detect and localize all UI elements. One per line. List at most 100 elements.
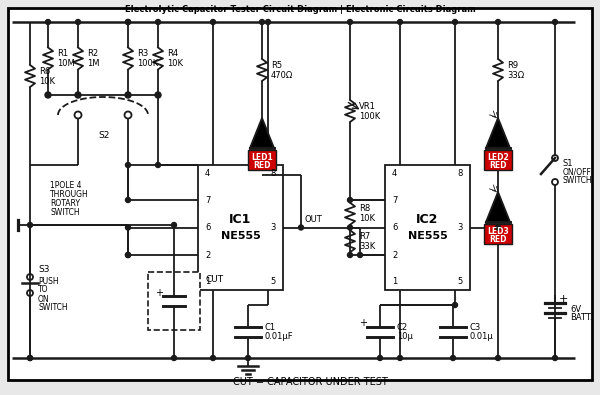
Circle shape bbox=[155, 162, 161, 167]
Text: LED1: LED1 bbox=[251, 152, 273, 162]
Text: OUT: OUT bbox=[305, 215, 323, 224]
Circle shape bbox=[553, 19, 557, 24]
Text: 10K: 10K bbox=[39, 77, 55, 85]
Circle shape bbox=[298, 225, 304, 230]
Text: CUT = CAPACITOR UNDER TEST: CUT = CAPACITOR UNDER TEST bbox=[233, 377, 388, 387]
Text: 1M: 1M bbox=[87, 59, 100, 68]
Text: THROUGH: THROUGH bbox=[50, 190, 89, 199]
Text: 8: 8 bbox=[271, 169, 276, 177]
Text: ON/OFF: ON/OFF bbox=[563, 167, 592, 177]
Text: 10μ: 10μ bbox=[397, 332, 413, 341]
Circle shape bbox=[45, 92, 51, 98]
Circle shape bbox=[496, 225, 500, 230]
Circle shape bbox=[451, 356, 455, 361]
Circle shape bbox=[28, 356, 32, 361]
Bar bbox=[248, 150, 276, 170]
Text: 10K: 10K bbox=[359, 214, 375, 223]
Text: C3: C3 bbox=[470, 323, 481, 332]
Circle shape bbox=[125, 252, 131, 258]
Polygon shape bbox=[486, 192, 510, 222]
Circle shape bbox=[452, 19, 457, 24]
Text: 3: 3 bbox=[458, 223, 463, 232]
Text: 1: 1 bbox=[392, 278, 397, 286]
Text: RED: RED bbox=[253, 160, 271, 169]
Text: 10M: 10M bbox=[57, 59, 75, 68]
Text: 0.01μF: 0.01μF bbox=[265, 332, 293, 341]
Circle shape bbox=[377, 356, 383, 361]
Text: Electrolytic Capacitor Tester Circuit Diagram | Electronic Circuits Diagram: Electrolytic Capacitor Tester Circuit Di… bbox=[125, 5, 475, 14]
Text: PUSH: PUSH bbox=[38, 276, 59, 286]
Circle shape bbox=[125, 198, 131, 203]
Circle shape bbox=[46, 19, 50, 24]
Circle shape bbox=[125, 252, 131, 258]
Text: 5: 5 bbox=[458, 278, 463, 286]
Text: RED: RED bbox=[489, 160, 507, 169]
Text: R4: R4 bbox=[167, 49, 178, 58]
Circle shape bbox=[28, 222, 32, 228]
Circle shape bbox=[452, 303, 457, 307]
Circle shape bbox=[172, 222, 176, 228]
Circle shape bbox=[245, 356, 251, 361]
Text: C1: C1 bbox=[265, 323, 276, 332]
Text: S3: S3 bbox=[38, 265, 50, 275]
Text: R9: R9 bbox=[507, 60, 518, 70]
Text: 4: 4 bbox=[392, 169, 397, 177]
Text: LED2: LED2 bbox=[487, 152, 509, 162]
Polygon shape bbox=[250, 118, 274, 148]
Text: 7: 7 bbox=[392, 196, 397, 205]
Text: LED3: LED3 bbox=[487, 226, 509, 235]
Text: S1: S1 bbox=[563, 158, 574, 167]
Text: 33K: 33K bbox=[359, 242, 375, 251]
Polygon shape bbox=[486, 118, 510, 148]
Text: R7: R7 bbox=[359, 232, 370, 241]
Text: +: + bbox=[359, 318, 367, 329]
Circle shape bbox=[172, 356, 176, 361]
Circle shape bbox=[125, 225, 131, 230]
Text: R5: R5 bbox=[271, 60, 282, 70]
Circle shape bbox=[211, 19, 215, 24]
Text: R3: R3 bbox=[137, 49, 148, 58]
Text: NE555: NE555 bbox=[407, 231, 448, 241]
Text: 3: 3 bbox=[271, 223, 276, 232]
Text: 100K: 100K bbox=[359, 111, 380, 120]
Text: 5: 5 bbox=[271, 278, 276, 286]
Circle shape bbox=[397, 356, 403, 361]
Text: C2: C2 bbox=[397, 323, 408, 332]
Text: 0.01μ: 0.01μ bbox=[470, 332, 494, 341]
Text: 1: 1 bbox=[205, 278, 210, 286]
Text: ROTARY: ROTARY bbox=[50, 199, 80, 207]
Circle shape bbox=[553, 356, 557, 361]
Text: ON: ON bbox=[38, 295, 50, 303]
Circle shape bbox=[211, 356, 215, 361]
Bar bbox=[484, 150, 512, 170]
Text: 6: 6 bbox=[392, 223, 397, 232]
Text: 100K: 100K bbox=[137, 59, 158, 68]
Bar bbox=[148, 272, 200, 330]
Text: 4: 4 bbox=[205, 169, 210, 177]
Text: R2: R2 bbox=[87, 49, 98, 58]
Text: R8: R8 bbox=[359, 204, 370, 213]
Text: SWITCH: SWITCH bbox=[563, 175, 593, 184]
Circle shape bbox=[155, 92, 161, 98]
Text: R1: R1 bbox=[57, 49, 68, 58]
Text: IC1: IC1 bbox=[229, 213, 251, 226]
Text: 2: 2 bbox=[392, 250, 397, 260]
Text: 7: 7 bbox=[205, 196, 211, 205]
Bar bbox=[484, 224, 512, 244]
Circle shape bbox=[76, 19, 80, 24]
Circle shape bbox=[125, 162, 131, 167]
Text: +: + bbox=[559, 294, 568, 304]
Text: 8: 8 bbox=[458, 169, 463, 177]
Circle shape bbox=[347, 252, 352, 258]
Text: VR1: VR1 bbox=[359, 102, 376, 111]
Circle shape bbox=[347, 19, 352, 24]
Text: RED: RED bbox=[489, 235, 507, 243]
Text: SWITCH: SWITCH bbox=[38, 303, 68, 312]
Text: 33Ω: 33Ω bbox=[507, 70, 524, 79]
Text: BATT.: BATT. bbox=[570, 314, 592, 322]
Text: 470Ω: 470Ω bbox=[271, 70, 293, 79]
Bar bbox=[198, 165, 283, 290]
Circle shape bbox=[259, 19, 265, 24]
Bar bbox=[385, 165, 470, 290]
Circle shape bbox=[28, 356, 32, 361]
